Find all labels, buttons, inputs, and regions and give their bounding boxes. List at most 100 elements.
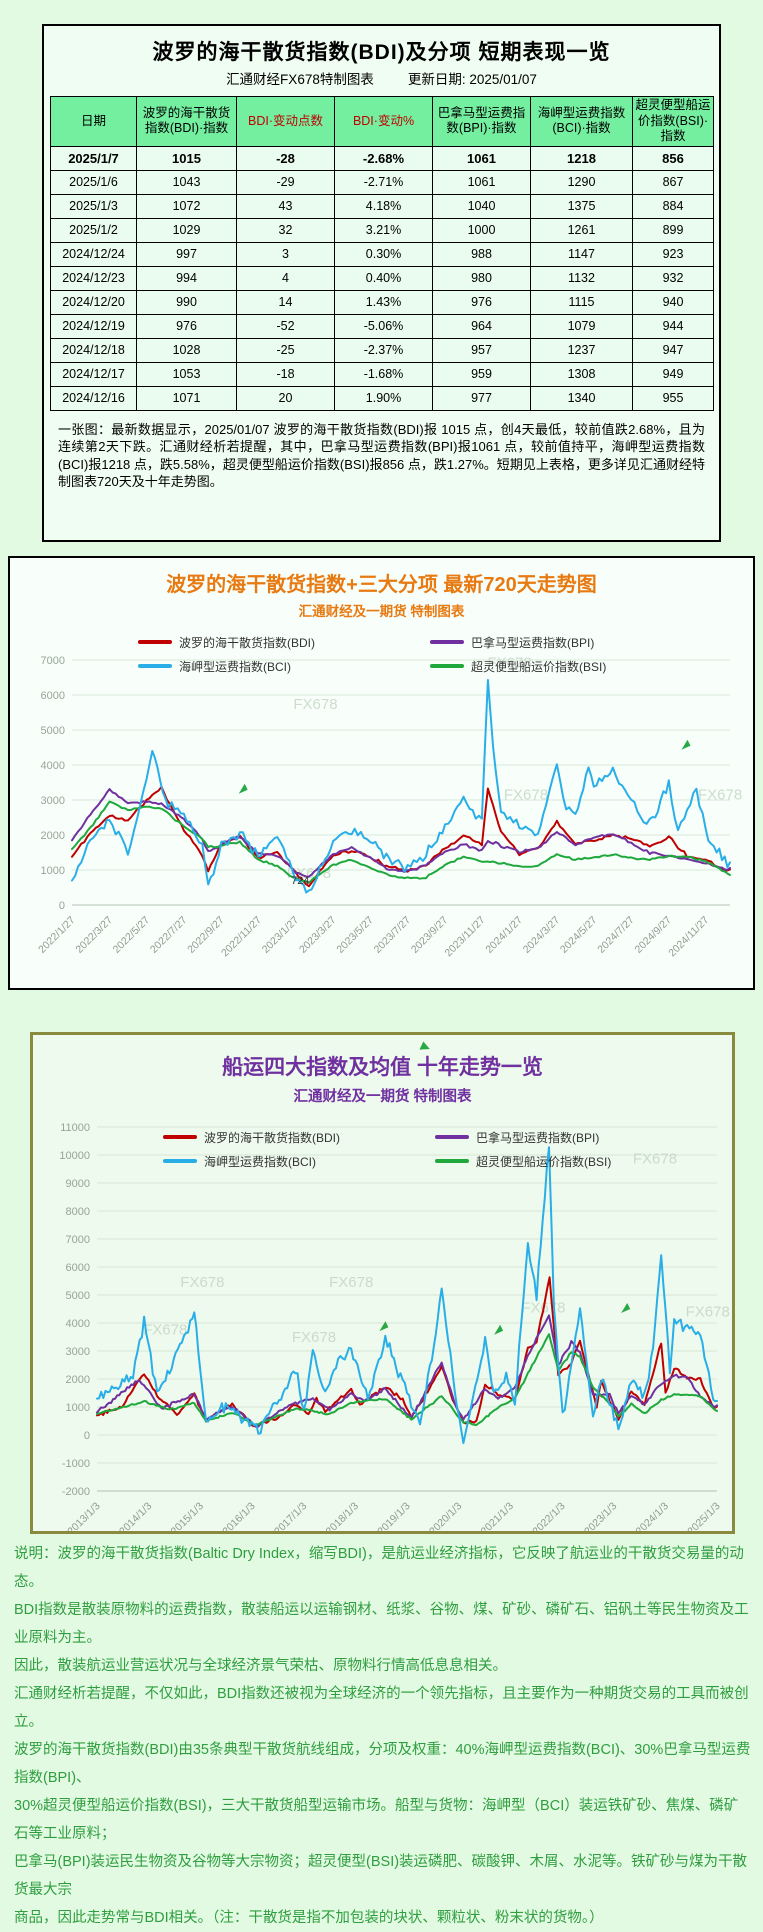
cell-date: 2025/1/7 (50, 145, 137, 171)
svg-text:5000: 5000 (41, 725, 65, 737)
cell-bdi: 1071 (136, 385, 237, 411)
bdi-short-term-card: 波罗的海干散货指数(BDI)及分项 短期表现一览 汇通财经FX678特制图表 更新… (42, 24, 721, 542)
legend-swatch (435, 1159, 469, 1163)
chart-720day-title: 波罗的海干散货指数+三大分项 最新720天走势图 (166, 574, 597, 596)
description-line: 30%超灵便型船运价指数(BSI)，三大干散货船型运输市场。船型与货物：海岬型（… (14, 1798, 739, 1842)
column-header: BDI·变动% (334, 96, 433, 147)
svg-text:2022/7/27: 2022/7/27 (148, 914, 190, 956)
legend-item: 超灵便型船运价指数(BSI) (430, 656, 606, 676)
svg-text:FX678: FX678 (180, 1274, 224, 1291)
cell-bdi: 1053 (136, 361, 237, 387)
description-line: 波罗的海干散货指数(BDI)由35条典型干散货航线组成，分项及权重：40%海岬型… (14, 1742, 751, 1786)
cell-chg: 43 (236, 193, 335, 219)
cell-bpi: 964 (432, 313, 531, 339)
cell-bdi: 994 (136, 265, 237, 291)
table-row: 2024/12/17 1053 -18 -1.68% 959 1308 949 (50, 361, 714, 387)
svg-text:4000: 4000 (66, 1318, 90, 1330)
svg-text:2023/1/27: 2023/1/27 (260, 914, 302, 956)
cell-bpi: 976 (432, 289, 531, 315)
legend-swatch (138, 640, 172, 644)
legend-label: 波罗的海干散货指数(BDI) (204, 1130, 340, 1145)
cell-bpi: 1000 (432, 217, 531, 243)
svg-text:2022/1/3: 2022/1/3 (530, 1500, 567, 1531)
svg-text:7000: 7000 (66, 1234, 90, 1246)
cell-date: 2024/12/19 (50, 313, 137, 339)
svg-text:2017/1/3: 2017/1/3 (272, 1500, 309, 1531)
cell-bpi: 977 (432, 385, 531, 411)
column-header: BDI·变动点数 (236, 96, 335, 147)
trend-chart-720day: 0 1000 2000 3000 4000 5000 6000 7000 FX678 FX678 F… (36, 654, 742, 959)
svg-text:2022/3/27: 2022/3/27 (73, 914, 115, 956)
legend-item: 海岬型运费指数(BCI) (138, 656, 430, 676)
table-row: 2024/12/23 994 4 0.40% 980 1132 932 (50, 265, 714, 291)
svg-text:FX678: FX678 (143, 1322, 187, 1339)
svg-text:2022/1/27: 2022/1/27 (36, 914, 78, 956)
cell-bpi: 988 (432, 241, 531, 267)
legend-swatch (138, 664, 172, 668)
svg-text:2023/1/3: 2023/1/3 (582, 1500, 619, 1531)
svg-text:2025/1/3: 2025/1/3 (685, 1500, 722, 1531)
table-row: 2024/12/16 1071 20 1.90% 977 1340 955 (50, 385, 714, 411)
cell-bsi: 867 (632, 169, 714, 195)
bdi-description: 说明：波罗的海干散货指数(Baltic Dry Index，缩写BDI)，是航运… (14, 1540, 751, 1932)
svg-text:2024/11/27: 2024/11/27 (666, 914, 711, 959)
cell-bsi: 899 (632, 217, 714, 243)
svg-text:6000: 6000 (41, 690, 65, 702)
cell-date: 2025/1/6 (50, 169, 137, 195)
cell-pct: 3.21% (334, 217, 433, 243)
svg-text:2019/1/3: 2019/1/3 (375, 1500, 412, 1531)
svg-text:2000: 2000 (41, 830, 65, 842)
description-line: 因此，散装航运业营运状况与全球经济景气荣枯、原物料行情高低息息相关。 (14, 1658, 507, 1674)
legend-label: 超灵便型船运价指数(BSI) (471, 659, 607, 674)
cell-date: 2025/1/2 (50, 217, 137, 243)
cell-date: 2024/12/24 (50, 241, 137, 267)
svg-text:2000: 2000 (66, 1374, 90, 1386)
svg-text:9000: 9000 (66, 1178, 90, 1190)
cell-bsi: 947 (632, 337, 714, 363)
cell-bsi: 923 (632, 241, 714, 267)
cell-chg: 20 (236, 385, 335, 411)
cell-bdi: 1028 (136, 337, 237, 363)
cell-bsi: 955 (632, 385, 714, 411)
cell-pct: -2.37% (334, 337, 433, 363)
cell-bpi: 980 (432, 265, 531, 291)
svg-text:2023/5/27: 2023/5/27 (334, 914, 376, 956)
svg-text:-1000: -1000 (62, 1458, 90, 1470)
cell-chg: 3 (236, 241, 335, 267)
cell-bci: 1218 (530, 145, 633, 171)
cell-bpi: 1061 (432, 169, 531, 195)
cell-bdi: 1015 (136, 145, 237, 171)
legend-label: 波罗的海干散货指数(BDI) (179, 635, 315, 650)
cell-date: 2024/12/16 (50, 385, 137, 411)
svg-text:2024/7/27: 2024/7/27 (595, 914, 637, 956)
svg-text:0: 0 (59, 900, 65, 912)
legend-item: 超灵便型船运价指数(BSI) (435, 1151, 611, 1171)
svg-text:8000: 8000 (66, 1206, 90, 1218)
cell-date: 2024/12/18 (50, 337, 137, 363)
chart-10year-legend: 波罗的海干散货指数(BDI) 巴拿马型运费指数(BPI) 海岬型运费指数(BCI) 超… (163, 1127, 611, 1171)
cell-bci: 1340 (530, 385, 633, 411)
svg-text:FX678: FX678 (686, 1303, 730, 1320)
cell-bsi: 884 (632, 193, 714, 219)
description-line: 说明：波罗的海干散货指数(Baltic Dry Index，缩写BDI)，是航运… (14, 1546, 744, 1590)
cell-bpi: 959 (432, 361, 531, 387)
legend-label: 巴拿马型运费指数(BPI) (471, 635, 595, 650)
cell-bci: 1115 (530, 289, 633, 315)
svg-text:2023/3/27: 2023/3/27 (297, 914, 339, 956)
trend-chart-10year: -2000 -1000 0 1000 2000 3000 4000 5000 6000 7000 8… (59, 1122, 730, 1531)
svg-text:1000: 1000 (66, 1402, 90, 1414)
cell-bsi: 944 (632, 313, 714, 339)
svg-text:2015/1/3: 2015/1/3 (169, 1500, 206, 1531)
table-row: 2024/12/20 990 14 1.43% 976 1115 940 (50, 289, 714, 315)
cell-pct: 1.90% (334, 385, 433, 411)
cell-pct: -5.06% (334, 313, 433, 339)
cell-chg: 32 (236, 217, 335, 243)
bdi-data-table: 日期 波罗的海干散货指数(BDI)·指数 BDI·变动点数 BDI·变动% 巴拿马型运费… (50, 96, 714, 411)
cell-chg: 14 (236, 289, 335, 315)
legend-label: 海岬型运费指数(BCI) (179, 659, 291, 674)
legend-swatch (163, 1135, 197, 1139)
cell-date: 2024/12/20 (50, 289, 137, 315)
cell-pct: 4.18% (334, 193, 433, 219)
svg-text:2023/11/27: 2023/11/27 (443, 914, 488, 959)
table-row: 2025/1/7 1015 -28 -2.68% 1061 1218 856 (50, 145, 714, 171)
